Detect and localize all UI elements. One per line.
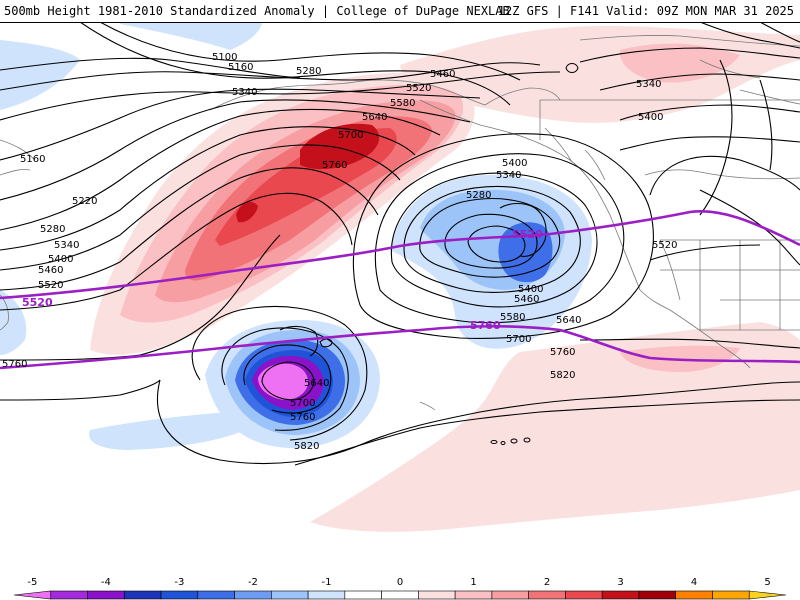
colorbar-bin [675,590,713,600]
contour-label: 5460 [38,265,63,276]
colorbar-tick-label: -4 [101,577,111,588]
contour-label: 5700 [338,130,363,141]
colorbar-tick-label: 5 [764,577,770,588]
colorbar-bin [601,590,640,600]
height-contours [0,22,800,466]
colorbar-tick-label: -1 [321,577,331,588]
map-header: 500mb Height 1981-2010 Standardized Anom… [0,0,800,23]
colorbar-tick-label: 0 [397,577,403,588]
height-labels: 5100 5160 5280 5340 5460 5520 5580 5640 … [2,52,677,452]
model-run-info: 12Z GFS | F141 Valid: 09Z MON MAR 31 202… [497,4,794,18]
contour-label: 5760 [2,359,27,370]
contour-label: 5520 [406,83,431,94]
contour-label: 5760 [550,347,575,358]
colorbar-bin [123,590,162,600]
colorbar-bin [381,590,419,600]
colorbar-tick-label: 3 [617,577,623,588]
anomaly-colorbar: -5 -4 -3 -2 -1 0 1 2 3 4 5 [13,577,787,600]
climatology-lines [0,210,800,370]
contour-label: 5460 [514,294,539,305]
colorbar-bin [638,590,677,600]
contour-label: 5400 [48,254,73,265]
islands [490,437,531,445]
colorbar-bin [344,590,382,600]
contour-label: 5640 [556,315,581,326]
contour-label: 5640 [362,112,387,123]
contour-label: 5640 [304,378,329,389]
contour-label: 5340 [232,87,257,98]
contour-label: 5820 [294,441,319,452]
contour-label: 5760 [290,412,315,423]
colorbar-bin [748,590,787,600]
contour-label: 5280 [40,224,65,235]
colorbar-bin [491,590,529,600]
contour-label: 5340 [636,79,661,90]
contour-label: 5700 [506,334,531,345]
colorbar-tick-label: -5 [27,577,37,588]
colorbar-bin [528,590,566,600]
contour-label: 5100 [212,52,237,63]
climo-label: 5760 [470,319,501,332]
contour-label: 5280 [296,66,321,77]
coastlines [0,35,800,411]
climatology-labels: 5520 5520 5760 [22,228,543,332]
contour-label: 5700 [290,398,315,409]
contour-label: 5340 [54,240,79,251]
map-title: 500mb Height 1981-2010 Standardized Anom… [4,4,510,18]
colorbar-bin [197,590,235,600]
colorbar-bin [13,590,52,600]
colorbar-bin [271,590,309,600]
contour-label: 5400 [638,112,663,123]
colorbar-tick-label: -3 [174,577,184,588]
contour-label: 5460 [430,69,455,80]
contour-label: 5820 [550,370,575,381]
colorbar-bin [418,590,456,600]
colorbar-tick-label: 2 [544,577,550,588]
colorbar-bin [234,590,272,600]
colorbar-tick-label: 4 [691,577,697,588]
colorbar-tick-label: 1 [470,577,476,588]
colorbar-bin [160,590,199,600]
colorbar-bins [13,590,787,600]
colorbar-bin [712,590,750,600]
climo-label: 5520 [22,296,53,309]
contour-label: 5160 [20,154,45,165]
contour-label: 5580 [390,98,415,109]
contour-label: 5520 [38,280,63,291]
contour-label: 5160 [228,62,253,73]
colorbar-bin [87,590,125,600]
colorbar-bin [307,590,346,600]
colorbar-bin [50,590,88,600]
weather-map: 5100 5160 5280 5340 5460 5520 5580 5640 … [0,22,800,532]
climo-label: 5520 [512,228,543,241]
contour-label: 5580 [500,312,525,323]
contour-label: 5400 [502,158,527,169]
colorbar-tick-label: -2 [248,577,258,588]
contour-label: 5340 [496,170,521,181]
contour-label: 5400 [518,284,543,295]
contour-label: 5520 [652,240,677,251]
anomaly-shading [0,22,800,532]
contour-label: 5760 [322,160,347,171]
colorbar-bin [565,590,603,600]
contour-label: 5280 [466,190,491,201]
contour-label: 5220 [72,196,97,207]
colorbar-ticks: -5 -4 -3 -2 -1 0 1 2 3 4 5 [27,577,770,588]
colorbar-bin [454,590,493,600]
